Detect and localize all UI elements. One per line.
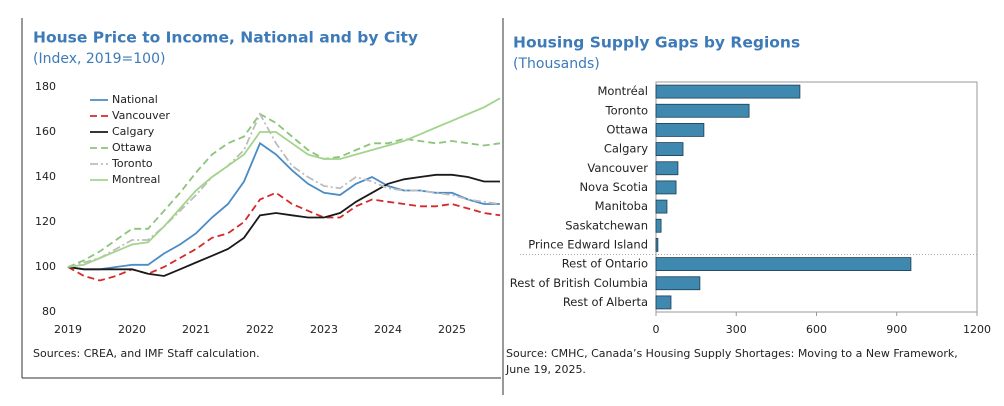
series-line xyxy=(67,97,501,268)
bar xyxy=(655,123,705,137)
bar xyxy=(655,257,912,271)
y-tick-label: 140 xyxy=(35,170,56,183)
category-label: Prince Edward Island xyxy=(528,237,648,251)
x-tick-label: 0 xyxy=(653,323,660,336)
source-note: June 19, 2025. xyxy=(505,363,586,376)
legend-label: National xyxy=(112,93,158,106)
x-tick-label: 600 xyxy=(806,323,827,336)
series-line xyxy=(67,111,501,268)
category-label: Montréal xyxy=(597,84,648,98)
category-label: Rest of Ontario xyxy=(562,257,648,271)
x-tick-label: 2019 xyxy=(54,323,82,336)
bar xyxy=(655,180,677,195)
x-tick-label: 2024 xyxy=(374,323,402,336)
x-tick-label: 2023 xyxy=(310,323,338,336)
x-tick-label: 2022 xyxy=(246,323,274,336)
x-tick-label: 1200 xyxy=(963,323,991,336)
x-tick-label: 2021 xyxy=(182,323,210,336)
x-tick-label: 2020 xyxy=(118,323,146,336)
category-label: Ottawa xyxy=(606,122,648,136)
legend-label: Montreal xyxy=(112,173,160,186)
category-label: Saskatchewan xyxy=(565,218,648,232)
legend-label: Ottawa xyxy=(112,141,152,154)
category-label: Manitoba xyxy=(595,199,648,213)
x-tick-label: 2025 xyxy=(438,323,466,336)
y-tick-label: 80 xyxy=(42,305,56,318)
chart-title: House Price to Income, National and by C… xyxy=(33,29,418,47)
bar xyxy=(655,142,684,156)
category-label: Rest of Alberta xyxy=(563,295,648,309)
category-label: Calgary xyxy=(604,142,648,156)
source-note: Sources: CREA, and IMF Staff calculation… xyxy=(33,347,260,360)
chart-title: Housing Supply Gaps by Regions xyxy=(513,34,800,52)
bar xyxy=(655,295,672,310)
category-label: Vancouver xyxy=(587,161,648,175)
series-line xyxy=(67,173,500,277)
series-line xyxy=(67,191,501,282)
bar xyxy=(655,84,801,99)
y-tick-label: 100 xyxy=(35,260,56,273)
y-tick-label: 160 xyxy=(35,125,56,138)
source-note: Source: CMHC, Canada’s Housing Supply Sh… xyxy=(506,347,958,360)
bar xyxy=(655,199,668,214)
y-tick-label: 180 xyxy=(35,80,56,93)
x-tick-label: 900 xyxy=(886,323,907,336)
category-label: Rest of British Columbia xyxy=(510,276,648,290)
y-tick-label: 120 xyxy=(35,215,56,228)
legend-label: Vancouver xyxy=(112,109,170,122)
bar xyxy=(655,218,662,233)
chart-subtitle: (Thousands) xyxy=(513,56,600,72)
category-label: Nova Scotia xyxy=(579,180,648,194)
legend-label: Toronto xyxy=(111,157,153,170)
chart-subtitle: (Index, 2019=100) xyxy=(33,51,165,67)
series-line xyxy=(67,112,501,268)
legend-label: Calgary xyxy=(112,125,155,138)
bar xyxy=(655,276,701,291)
bar xyxy=(655,103,750,118)
category-label: Toronto xyxy=(605,103,648,117)
x-tick-label: 300 xyxy=(726,323,747,336)
bar xyxy=(655,238,659,252)
bar xyxy=(655,161,679,176)
